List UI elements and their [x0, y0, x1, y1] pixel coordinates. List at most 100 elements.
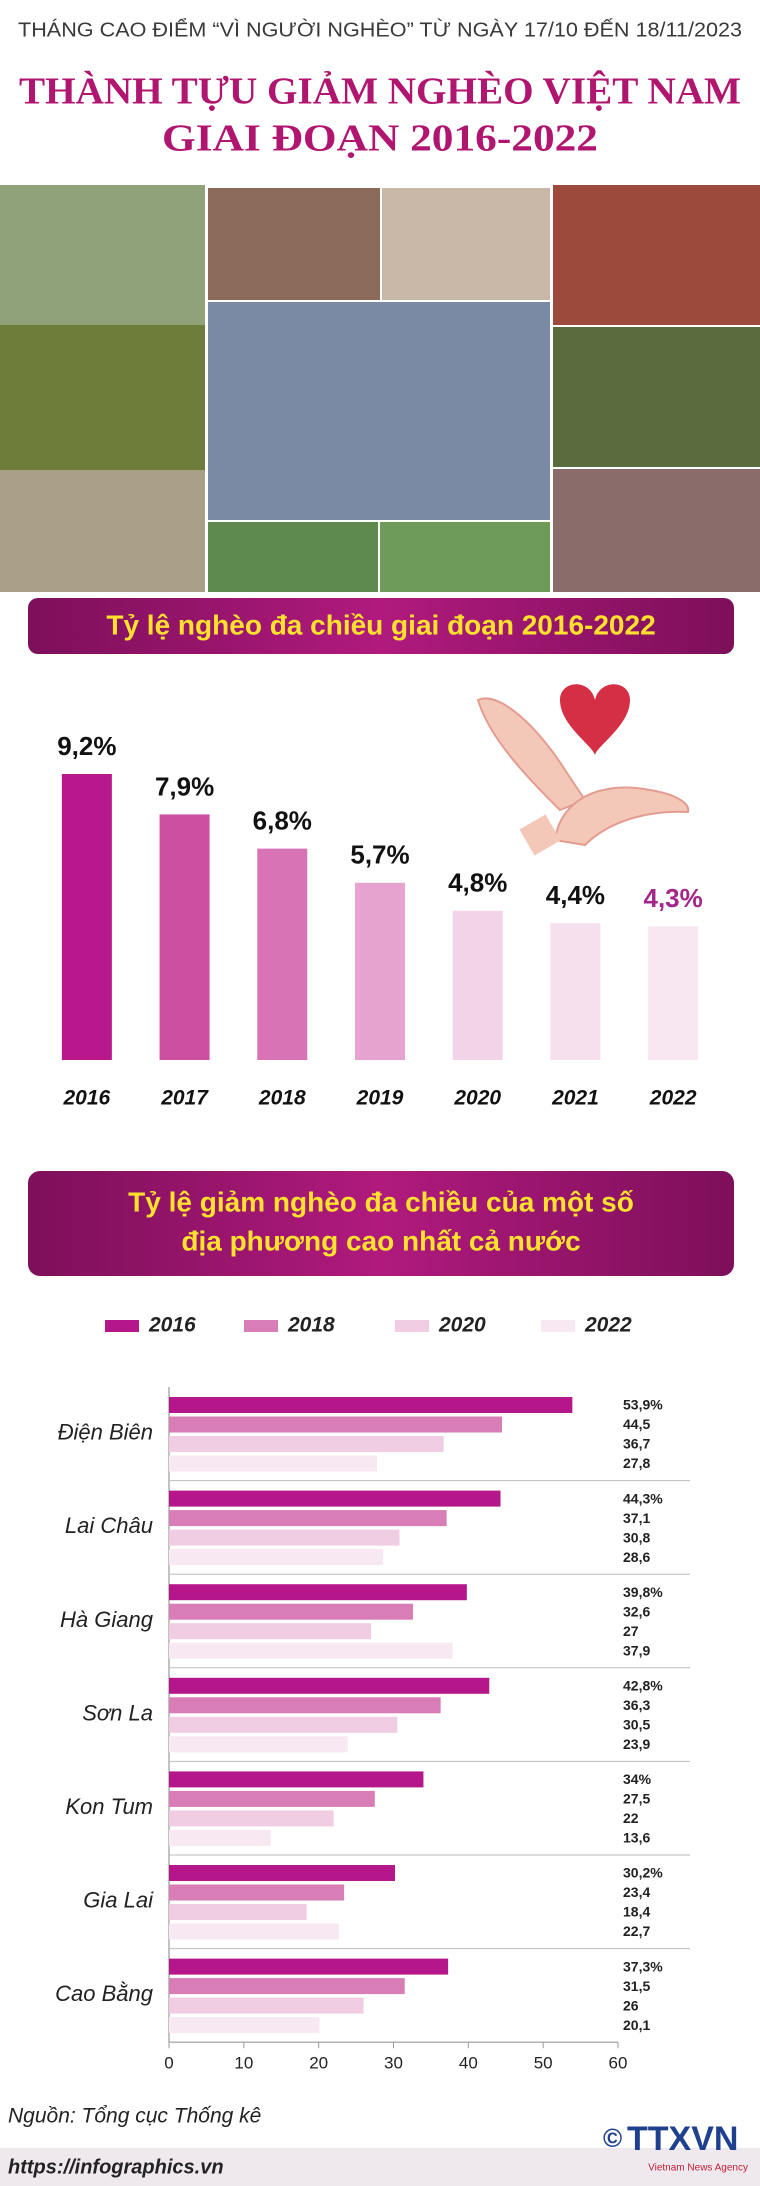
x-tick-label: 2016: [62, 1087, 110, 1110]
value-label: 30,5: [623, 1717, 650, 1733]
bar: [169, 1416, 503, 1433]
x-tick-label: 30: [384, 2054, 403, 2073]
bar: [169, 1623, 372, 1640]
chart-title: Tỷ lệ nghèo đa chiều giai đoạn 2016-2022: [106, 609, 655, 640]
chart-title: địa phương cao nhất cả nước: [181, 1225, 580, 1256]
x-tick-label: 2020: [453, 1087, 501, 1110]
y-tick-label: Sơn La: [82, 1700, 153, 1725]
y-tick-label: Cao Bằng: [55, 1981, 154, 2006]
y-tick-label: Điện Biên: [58, 1420, 153, 1445]
legend-label: 2018: [287, 1314, 335, 1337]
value-label: 39,8%: [623, 1584, 663, 1600]
value-label: 20,1: [623, 2017, 650, 2033]
bar: [169, 1603, 413, 1620]
bar: [648, 926, 699, 1060]
value-label: 37,1: [623, 1510, 650, 1526]
value-label: 30,8: [623, 1529, 650, 1545]
logo-symbol: ©: [603, 2123, 622, 2153]
value-label: 28,6: [623, 1549, 650, 1565]
banner: [28, 598, 734, 654]
value-label: 37,3%: [623, 1958, 663, 1974]
bar: [169, 1490, 501, 1507]
value-label: 27,5: [623, 1791, 650, 1807]
y-tick-label: Kon Tum: [65, 1794, 153, 1819]
bar: [169, 1549, 384, 1566]
photo: [553, 469, 760, 592]
value-label: 53,9%: [623, 1397, 663, 1413]
header-top-line: THÁNG CAO ĐIỂM “VÌ NGƯỜI NGHÈO” TỪ NGÀY …: [18, 18, 742, 41]
footer-url[interactable]: https://infographics.vn: [8, 2156, 224, 2178]
bar: [169, 1455, 378, 1472]
x-tick-label: 2019: [356, 1087, 404, 1110]
x-tick-label: 50: [534, 2054, 553, 2073]
photo: [0, 470, 205, 592]
bar: [169, 1510, 447, 1527]
value-label: 27: [623, 1623, 639, 1639]
legend-label: 2020: [438, 1314, 486, 1337]
bar: [169, 1529, 400, 1546]
bar: [61, 774, 112, 1060]
bar: [159, 814, 210, 1060]
x-tick-label: 2021: [551, 1087, 599, 1110]
photo: [380, 522, 550, 592]
bar: [169, 1810, 334, 1827]
legend-swatch: [395, 1320, 429, 1332]
x-tick-label: 2018: [258, 1087, 306, 1110]
photo: [0, 325, 205, 470]
legend-swatch: [105, 1320, 139, 1332]
bar: [169, 1958, 449, 1975]
value-label: 44,3%: [623, 1490, 663, 1506]
value-label: 44,5: [623, 1416, 650, 1432]
value-label: 4,3%: [644, 883, 703, 913]
x-tick-label: 60: [609, 2054, 628, 2073]
bar: [169, 1677, 490, 1694]
x-tick-label: 2017: [160, 1087, 209, 1110]
value-label: 18,4: [623, 1904, 650, 1920]
footer-bar: [0, 2148, 760, 2186]
value-label: 9,2%: [57, 731, 116, 761]
legend-label: 2022: [584, 1314, 632, 1337]
bar: [169, 1884, 345, 1901]
bar: [169, 1642, 453, 1659]
value-label: 6,8%: [253, 805, 312, 835]
y-tick-label: Hà Giang: [60, 1607, 154, 1632]
value-label: 37,9: [623, 1642, 650, 1658]
bar: [169, 1865, 395, 1881]
x-tick-label: 40: [459, 2054, 478, 2073]
logo: TTXVN: [627, 2120, 738, 2158]
value-label: 36,3: [623, 1697, 650, 1713]
value-label: 13,6: [623, 1830, 650, 1846]
bar: [550, 923, 601, 1060]
logo-subtitle: Vietnam News Agency: [648, 2163, 748, 2174]
y-tick-label: Lai Châu: [65, 1513, 153, 1538]
bar: [169, 1716, 398, 1733]
value-label: 23,9: [623, 1736, 650, 1752]
photo: [208, 302, 550, 520]
source-note: Nguồn: Tổng cục Thống kê: [8, 2105, 261, 2128]
hands-heart-icon: [476, 684, 690, 856]
photo: [553, 327, 760, 467]
photo: [382, 188, 550, 300]
value-label: 31,5: [623, 1978, 650, 1994]
photo: [208, 522, 378, 592]
value-label: 22: [623, 1810, 639, 1826]
bar: [169, 1771, 424, 1788]
x-tick-label: 0: [164, 2054, 173, 2073]
bar: [169, 2017, 320, 2034]
bar: [169, 1697, 441, 1714]
bar: [355, 882, 405, 1060]
bar: [169, 1736, 348, 1753]
value-label: 22,7: [623, 1923, 650, 1939]
bar: [169, 1923, 339, 1940]
value-label: 5,7%: [350, 840, 409, 870]
value-label: 4,4%: [546, 880, 605, 910]
chart-title: Tỷ lệ giảm nghèo đa chiều của một số: [128, 1186, 634, 1217]
bar: [169, 1584, 467, 1601]
bar: [169, 1397, 573, 1413]
photo: [208, 188, 380, 300]
header-title: THÀNH TỰU GIẢM NGHÈO VIỆT NAM: [19, 71, 741, 113]
header-title: GIAI ĐOẠN 2016-2022: [162, 118, 598, 160]
bar: [169, 1436, 444, 1452]
